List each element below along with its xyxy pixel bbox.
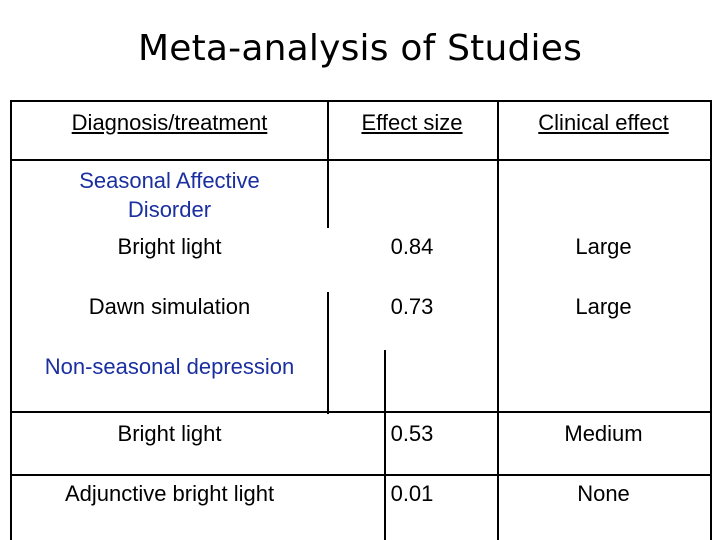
row-divider — [12, 159, 710, 161]
treatment-cell: Dawn simulation — [88, 293, 251, 319]
treatment-cell: Adjunctive bright light — [64, 480, 275, 506]
column-divider — [327, 100, 329, 228]
section-heading-seasonal: Seasonal Affective Disorder — [79, 168, 260, 222]
meta-analysis-table: Diagnosis/treatment Effect size Clinical… — [10, 100, 712, 540]
slide-title: Meta-analysis of Studies — [137, 28, 583, 69]
treatment-cell: Bright light — [117, 420, 222, 446]
column-divider — [327, 292, 329, 414]
treatment-cell: Bright light — [117, 233, 222, 259]
clinical-effect-cell: None — [577, 480, 630, 506]
header-effect-size: Effect size — [361, 109, 463, 135]
row-divider — [12, 100, 710, 102]
header-diagnosis-treatment: Diagnosis/treatment — [71, 109, 268, 135]
column-divider — [384, 350, 386, 540]
clinical-effect-cell: Large — [575, 233, 632, 259]
effect-size-cell: 0.53 — [390, 420, 434, 446]
row-divider — [12, 411, 710, 413]
column-divider — [497, 100, 499, 540]
header-clinical-effect: Clinical effect — [538, 109, 669, 135]
effect-size-cell: 0.84 — [390, 233, 434, 259]
effect-size-cell: 0.01 — [390, 480, 434, 506]
effect-size-cell: 0.73 — [390, 293, 434, 319]
row-divider — [12, 474, 710, 476]
clinical-effect-cell: Medium — [564, 420, 643, 446]
clinical-effect-cell: Large — [575, 293, 632, 319]
section-heading-non-seasonal: Non-seasonal depression — [44, 353, 295, 379]
